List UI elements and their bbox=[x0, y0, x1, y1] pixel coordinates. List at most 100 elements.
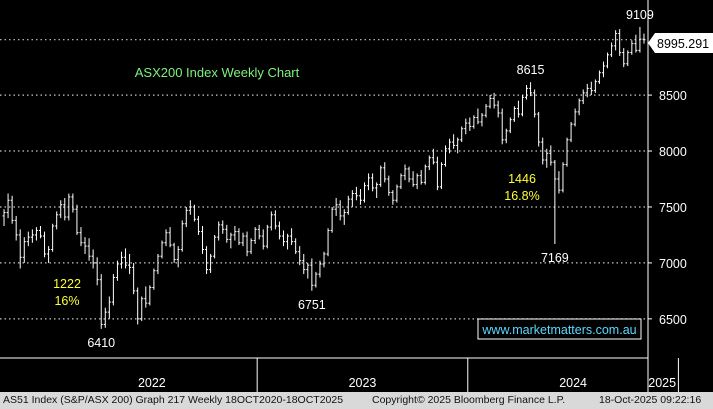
watermark-link[interactable]: www.marketmatters.com.au bbox=[481, 323, 636, 337]
candle bbox=[192, 204, 196, 222]
candle bbox=[549, 145, 553, 166]
candle bbox=[350, 190, 354, 207]
watermark-box[interactable]: www.marketmatters.com.au bbox=[477, 318, 642, 340]
year-separators bbox=[256, 358, 679, 392]
candle bbox=[537, 111, 541, 147]
candle bbox=[452, 134, 456, 149]
candle bbox=[346, 195, 350, 215]
candle bbox=[176, 246, 180, 268]
candle bbox=[334, 198, 338, 216]
candle bbox=[124, 248, 128, 269]
candle bbox=[427, 155, 431, 171]
candle bbox=[330, 206, 334, 233]
y-tick-label-8500: 8500 bbox=[659, 89, 687, 103]
candle bbox=[152, 268, 156, 290]
candle bbox=[415, 173, 419, 190]
candle bbox=[569, 121, 573, 143]
candle bbox=[67, 193, 71, 221]
candle bbox=[480, 112, 484, 127]
candle bbox=[184, 206, 188, 228]
candle bbox=[188, 200, 192, 215]
x-tick-label-2025: 2025 bbox=[648, 376, 676, 390]
candle bbox=[516, 100, 520, 118]
candle bbox=[322, 251, 326, 268]
candle bbox=[314, 271, 318, 288]
annotation-8615: 8615 bbox=[517, 63, 545, 77]
candle bbox=[18, 229, 22, 269]
x-tick-label-2024: 2024 bbox=[559, 376, 587, 390]
candle bbox=[55, 211, 59, 230]
last-price-label: 8995.291 bbox=[657, 37, 709, 51]
candle bbox=[281, 230, 285, 247]
candle bbox=[581, 89, 585, 105]
candle bbox=[614, 30, 618, 51]
candle bbox=[606, 52, 610, 69]
candle bbox=[618, 29, 622, 56]
candle bbox=[180, 220, 184, 252]
candle bbox=[111, 274, 115, 306]
candle bbox=[435, 156, 439, 191]
candle bbox=[363, 182, 367, 203]
candle bbox=[277, 221, 281, 240]
candle bbox=[128, 253, 132, 275]
candle bbox=[484, 104, 488, 118]
candle bbox=[136, 287, 140, 325]
annotation-6410: 6410 bbox=[87, 336, 115, 350]
candle bbox=[164, 229, 168, 247]
candle bbox=[294, 238, 298, 254]
footer-copyright: Copyright© 2025 Bloomberg Finance L.P. bbox=[372, 394, 566, 406]
candle bbox=[354, 186, 358, 201]
candle bbox=[38, 225, 42, 239]
candle bbox=[245, 231, 249, 257]
candle bbox=[205, 246, 209, 275]
candle bbox=[557, 171, 561, 194]
candle bbox=[6, 193, 10, 219]
candle bbox=[504, 128, 508, 144]
candle bbox=[47, 246, 51, 263]
candle bbox=[585, 83, 589, 98]
candle bbox=[439, 162, 443, 190]
annotation-6751: 6751 bbox=[298, 298, 326, 312]
y-tick-label-7000: 7000 bbox=[659, 257, 687, 271]
candle bbox=[209, 253, 213, 273]
candle bbox=[375, 182, 379, 199]
candle bbox=[103, 307, 107, 328]
candle bbox=[229, 232, 233, 249]
candle bbox=[156, 253, 160, 275]
candle bbox=[298, 246, 302, 266]
candle bbox=[553, 159, 557, 244]
candle bbox=[419, 170, 423, 185]
candle bbox=[91, 249, 95, 269]
y-tick-label-8000: 8000 bbox=[659, 145, 687, 159]
candle bbox=[269, 211, 273, 231]
candle bbox=[468, 117, 472, 131]
y-tick-label-6500: 6500 bbox=[659, 313, 687, 327]
candle bbox=[148, 285, 152, 306]
candle bbox=[34, 227, 38, 241]
candle bbox=[249, 238, 253, 254]
candle bbox=[237, 228, 241, 246]
candle bbox=[79, 227, 83, 247]
x-axis-labels: 2022 2023 2024 2025 bbox=[138, 376, 676, 390]
candle bbox=[634, 34, 638, 53]
footer-bar: AS51 Index (S&P/ASX 200) Graph 217 Weekl… bbox=[0, 392, 713, 409]
y-tick-label-7500: 7500 bbox=[659, 201, 687, 215]
candle bbox=[642, 33, 646, 44]
candle bbox=[525, 85, 529, 100]
candle bbox=[132, 262, 136, 295]
candle bbox=[160, 240, 164, 259]
candle bbox=[464, 118, 468, 135]
candle bbox=[326, 228, 330, 257]
candle bbox=[561, 162, 565, 193]
candle bbox=[213, 234, 217, 259]
candle bbox=[387, 175, 391, 196]
candle bbox=[87, 238, 91, 261]
candle bbox=[265, 224, 269, 249]
candle bbox=[59, 200, 63, 219]
candle bbox=[610, 42, 614, 58]
y-axis-ticks: 6500 7000 7500 8000 8500 bbox=[648, 89, 687, 327]
candle bbox=[399, 173, 403, 190]
candle bbox=[512, 106, 516, 122]
candle bbox=[589, 81, 593, 96]
candle bbox=[306, 262, 310, 279]
